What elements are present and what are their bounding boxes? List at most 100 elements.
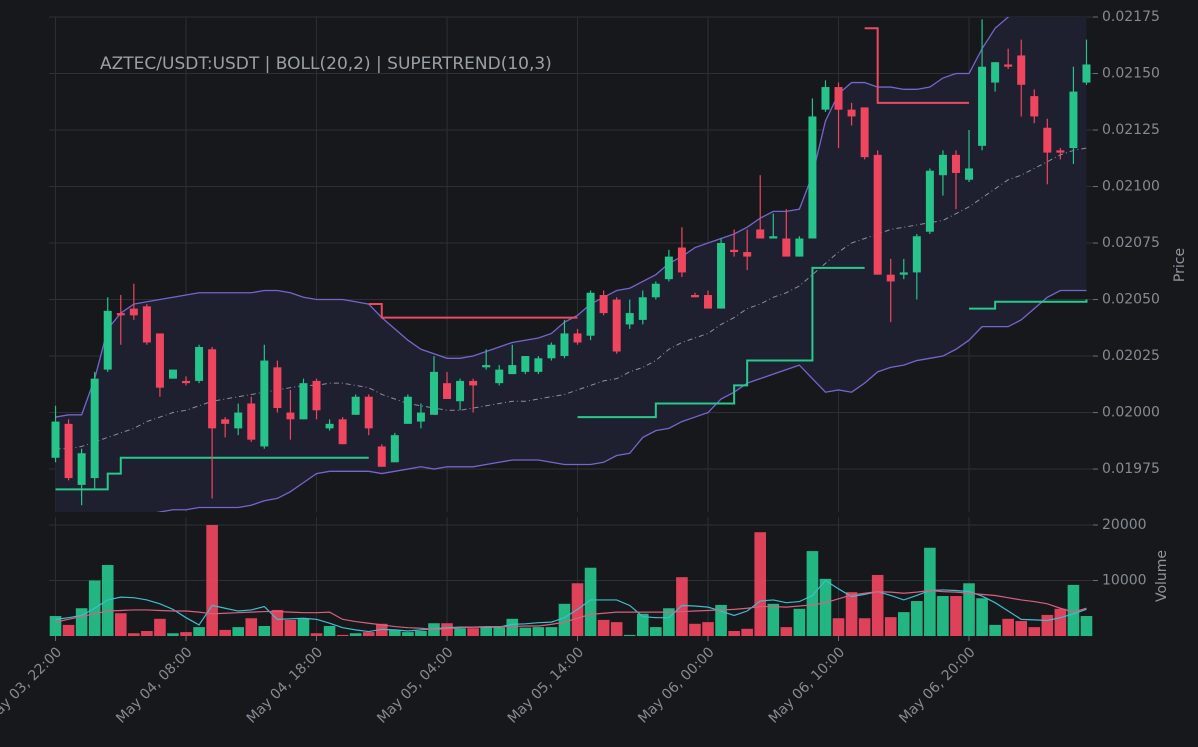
volume-bar [741,628,753,636]
candle-body [286,412,295,420]
volume-bar [884,617,897,636]
volume-bar [1002,618,1014,636]
candle-body [1004,64,1013,67]
volume-bar [1028,627,1041,636]
candle-body [429,371,438,415]
y-axis-label: Price [1172,248,1188,282]
candle-body [925,170,934,232]
volume-bar [415,631,427,636]
candle-body [873,154,882,275]
volume-bar [310,633,323,636]
y-tick-label: 0.02125 [1102,122,1160,138]
x-tick-label: May 06, 10:00 [766,644,848,726]
supertrend-up [969,299,1088,310]
candle-body [182,380,191,384]
candle-body [456,380,465,402]
candle-body [625,313,634,325]
volume-bar [558,603,571,636]
candle-body [273,367,282,409]
candle-body [638,297,647,320]
volume-bar [258,626,271,636]
x-tick-label: May 06, 00:00 [635,644,717,726]
price-plot [51,17,1091,512]
volume-bar [1054,608,1067,636]
candle-body [586,292,595,336]
volume-bar [167,633,179,636]
candle-body [1030,96,1039,117]
volume-bar [349,633,362,636]
volume-bar [806,551,819,636]
candle-body [534,358,543,372]
y-tick-label: 0.02050 [1102,292,1160,308]
bollinger-middle [55,147,1087,450]
x-tick-label: May 03, 22:00 [0,644,65,726]
y-tick-label: 20000 [1102,517,1147,533]
y-axis-label: Volume [1154,550,1170,602]
candle-body [221,419,230,424]
candle-body [573,333,582,343]
volume-bar [480,627,492,636]
volume-bar [1041,614,1054,636]
volume-bar [663,608,675,636]
y-tick-label: 10000 [1102,573,1147,589]
volume-bar [519,627,532,636]
volume-bar [950,596,962,636]
x-tick-label: May 04, 08:00 [113,644,195,726]
y-tick-label: 0.02150 [1102,66,1160,82]
candle-body [690,295,699,298]
candle-body [651,283,660,298]
volume-plot [49,525,1093,636]
volume-bar [454,628,466,636]
volume-bar [389,629,401,636]
candle-body [325,423,334,429]
candle-body [951,154,960,173]
volume-bar [989,624,1001,636]
volume-bar [623,634,636,636]
volume-bar [297,618,310,636]
candle-body [103,310,112,370]
volume-bar [584,567,597,636]
bollinger-lower [156,289,1087,512]
volume-bar [114,613,127,636]
volume-bar [49,616,62,636]
volume-bar [702,622,714,636]
volume-bar [689,623,701,636]
x-tick-label: May 05, 14:00 [505,644,587,726]
candle-body [860,107,869,158]
volume-bar [911,601,923,636]
volume-bar [245,618,258,636]
candle-body [469,380,478,386]
candle-body [364,396,373,429]
candle-body [168,369,177,379]
candle-body [64,423,73,479]
volume-bar [180,632,192,636]
y-tick-label: 0.02025 [1102,348,1160,364]
candle-body [821,87,830,110]
volume-bar [976,598,988,636]
y-tick-label: 0.02175 [1102,9,1160,25]
candle-body [299,383,308,420]
volume-bar [832,618,845,636]
volume-bar [441,623,453,636]
candle-body [1043,127,1052,153]
volume-bar [362,632,375,636]
candle-body [795,238,804,257]
candle-body [912,236,921,273]
y-tick-label: 0.02075 [1102,235,1160,251]
candle-body [808,116,817,239]
volume-bar [963,583,975,636]
volume-ma [55,579,1087,633]
volume-bar [924,547,936,636]
volume-bar [767,603,780,636]
candle-body [155,333,164,388]
y-tick-label: 0.02100 [1102,179,1160,195]
volume-bar [506,618,519,636]
candle-body [1017,55,1026,85]
volume-bar [532,627,545,636]
candle-body [704,295,713,309]
candle-body [403,396,412,424]
volume-bar [754,532,767,636]
candle-body [495,369,504,384]
volume-bar [141,631,153,636]
